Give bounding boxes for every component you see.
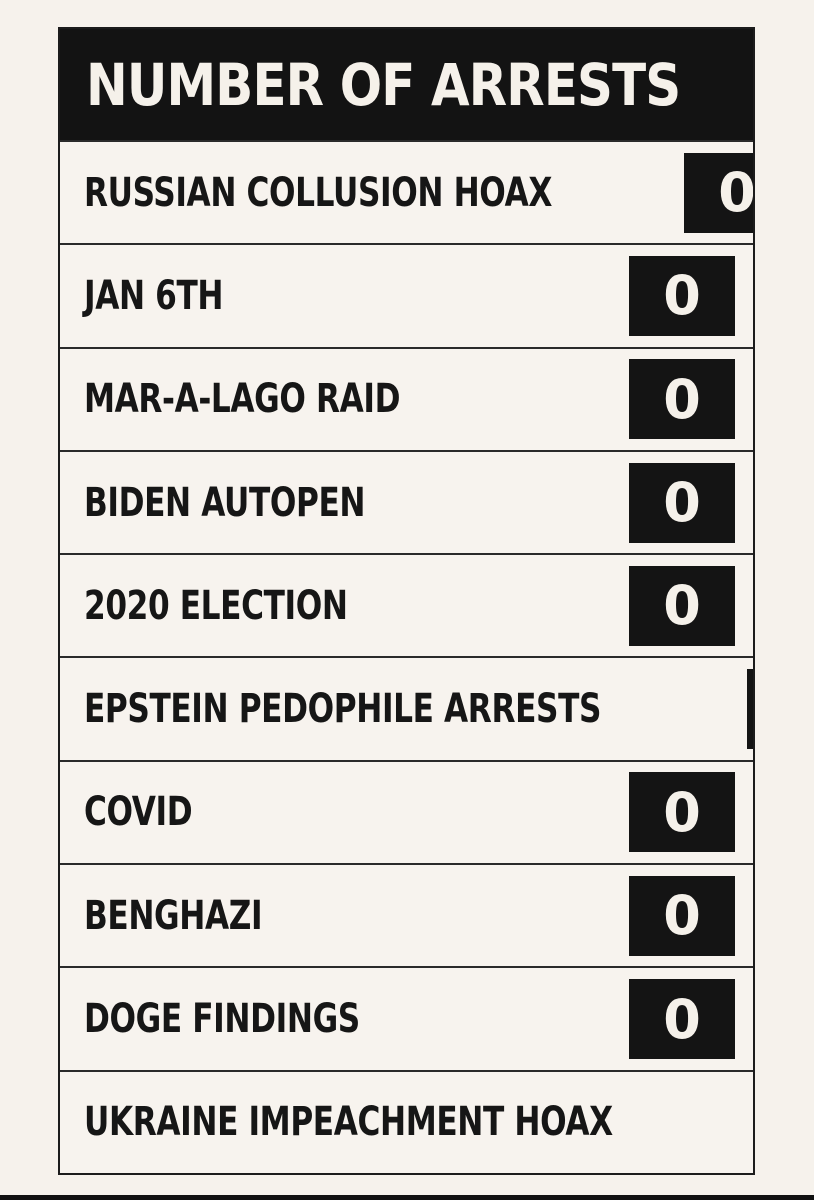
tally-row-label: DOGE FINDINGS [84, 996, 360, 1043]
bottom-border [0, 1195, 814, 1200]
tally-count: 0 [629, 772, 735, 853]
tally-row: JAN 6TH 0 [60, 243, 753, 346]
tally-row-label: RUSSIAN COLLUSION HOAX [84, 169, 553, 216]
tally-row: RUSSIAN COLLUSION HOAX 0 [60, 140, 753, 243]
tally-row-label: EPSTEIN PEDOPHILE ARRESTS [84, 686, 602, 733]
tally-count: 0 [746, 669, 753, 750]
tally-row: MAR-A-LAGO RAID 0 [60, 346, 753, 450]
tally-row-label: BIDEN AUTOPEN [84, 479, 366, 526]
board-header: NUMBER OF ARRESTS [60, 29, 753, 140]
tally-row: EPSTEIN PEDOPHILE ARRESTS 0 [60, 656, 753, 759]
tally-count: 0 [629, 359, 735, 440]
tally-row-label: BENGHAZI [84, 892, 263, 939]
tally-count: 0 [684, 152, 753, 233]
tally-row: BIDEN AUTOPEN 0 [60, 449, 753, 553]
tally-row-label: UKRAINE IMPEACHMENT HOAX [84, 1099, 613, 1146]
tally-row-label: 2020 ELECTION [84, 582, 348, 629]
tally-row: BENGHAZI 0 [60, 863, 753, 966]
tally-row: COVID 0 [60, 759, 753, 863]
tally-row-label: COVID [84, 789, 193, 836]
tally-row: UKRAINE IMPEACHMENT HOAX 0 [60, 1069, 753, 1173]
arrest-tally-board: NUMBER OF ARRESTS RUSSIAN COLLUSION HOAX… [58, 27, 755, 1175]
board-title: NUMBER OF ARRESTS [86, 50, 681, 119]
tally-count: 0 [629, 565, 735, 646]
tally-count: 0 [629, 255, 735, 336]
tally-row: DOGE FINDINGS 0 [60, 966, 753, 1069]
tally-count: 0 [629, 462, 735, 543]
tally-row-label: JAN 6TH [84, 272, 224, 319]
tally-row-label: MAR-A-LAGO RAID [84, 376, 401, 423]
tally-count: 0 [629, 979, 735, 1060]
tally-count: 0 [629, 875, 735, 956]
tally-row: 2020 ELECTION 0 [60, 553, 753, 656]
